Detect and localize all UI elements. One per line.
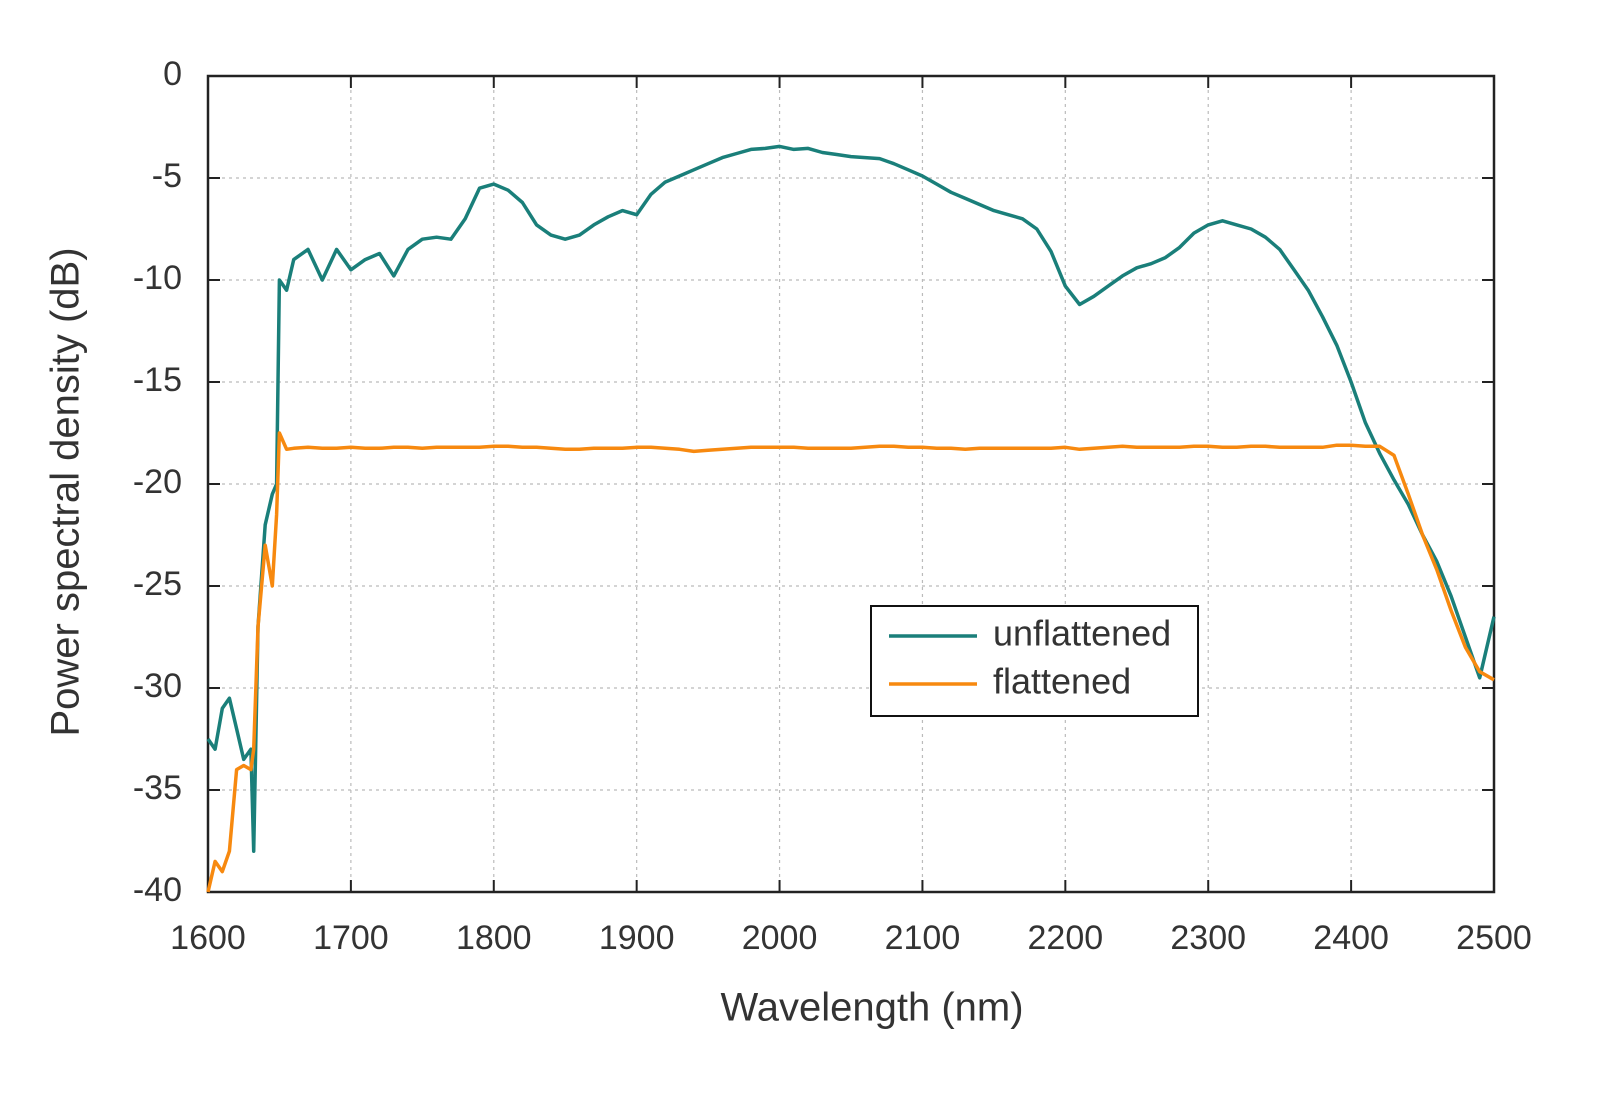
y-tick-label: -30 xyxy=(133,667,182,705)
y-tick-label: -25 xyxy=(133,565,182,603)
x-tick-label: 2000 xyxy=(742,919,818,957)
x-tick-label: 2100 xyxy=(885,919,961,957)
x-tick-label: 2400 xyxy=(1313,919,1389,957)
y-tick-label: -5 xyxy=(152,157,182,195)
x-tick-label: 1900 xyxy=(599,919,675,957)
x-axis-label: Wavelength (nm) xyxy=(720,986,1023,1030)
x-tick-label: 2200 xyxy=(1028,919,1104,957)
x-tick-label: 1700 xyxy=(313,919,389,957)
y-tick-label: -35 xyxy=(133,769,182,807)
line-series xyxy=(206,144,1496,853)
legend-label: unflattened xyxy=(993,613,1171,654)
y-tick-label: -15 xyxy=(133,361,182,399)
x-tick-label: 2300 xyxy=(1170,919,1246,957)
y-tick-label: -10 xyxy=(133,259,182,297)
legend-box xyxy=(870,605,1199,717)
y-axis-label: Power spectral density (dB) xyxy=(44,247,88,736)
x-tick-label: 1600 xyxy=(170,919,246,957)
plot-frame xyxy=(206,74,1496,894)
y-tick-label: 0 xyxy=(163,55,182,93)
x-tick-label: 1800 xyxy=(456,919,532,957)
y-tick-label: -20 xyxy=(133,463,182,501)
legend-label: flattened xyxy=(993,661,1131,702)
y-tick-label: -40 xyxy=(133,871,182,909)
line-series xyxy=(206,431,1495,893)
x-tick-label: 2500 xyxy=(1456,919,1532,957)
